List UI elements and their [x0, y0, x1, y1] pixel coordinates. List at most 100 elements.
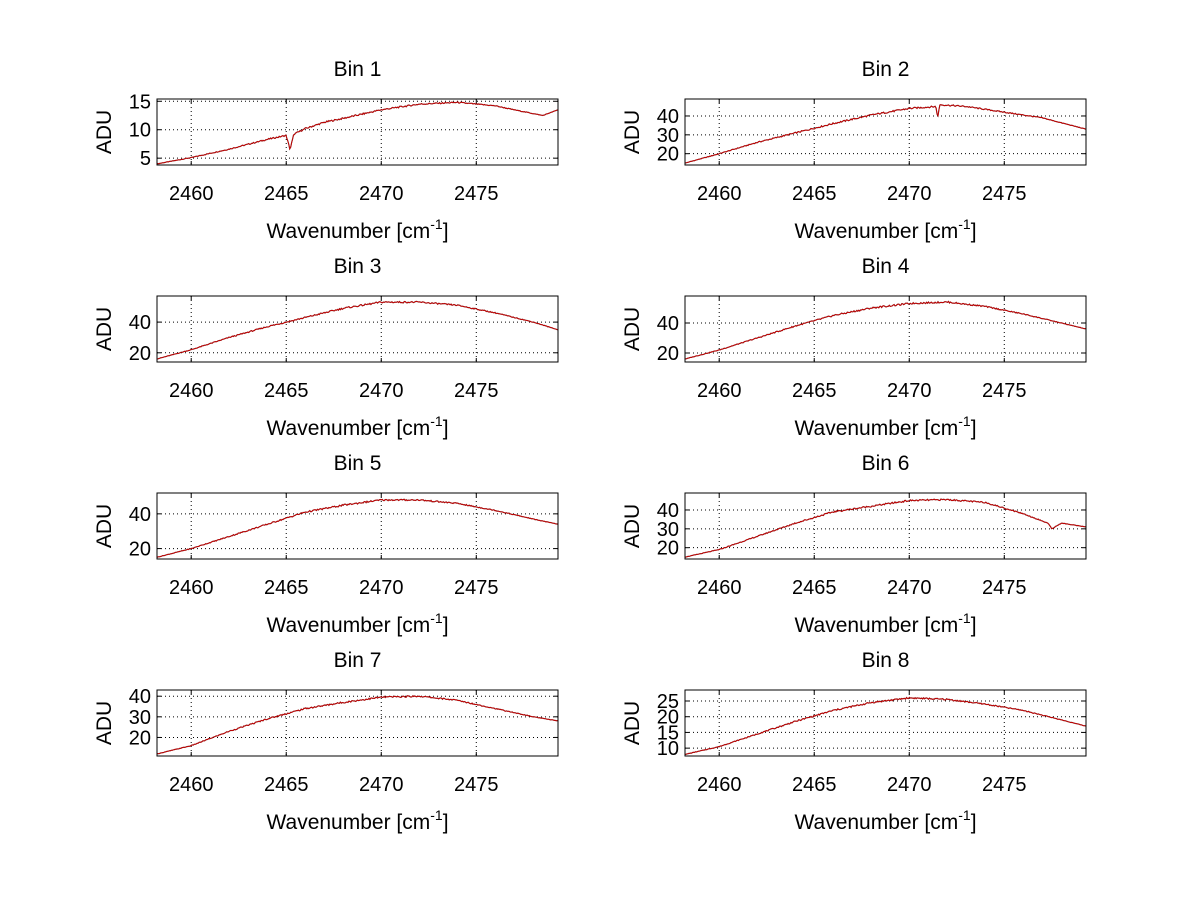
y-tick-label: 40 [129, 686, 151, 708]
y-tick-label: 15 [129, 91, 151, 113]
subplot-title: Bin 8 [862, 649, 910, 672]
x-tick-label: 2475 [982, 577, 1027, 599]
y-tick-label: 40 [129, 504, 151, 526]
y-axis-label: ADU [93, 504, 116, 548]
y-tick-label: 20 [657, 538, 679, 560]
x-axis-label-close: ] [443, 811, 449, 834]
y-tick-label: 25 [657, 691, 679, 713]
x-tick-label: 2475 [982, 774, 1027, 796]
y-tick-label: 5 [140, 148, 151, 170]
x-axis-label-base: Wavenumber [cm [266, 417, 430, 440]
y-tick-label: 20 [129, 343, 151, 365]
series-line-shadow [684, 300, 1087, 360]
x-axis-label-sup: -1 [958, 610, 971, 626]
subplot-title: Bin 3 [334, 255, 382, 278]
axes-box [156, 689, 559, 757]
subplot-bin-3: Bin 3 2460 2465 2470 2475 20 40 Wavenumber [cm-… [93, 255, 559, 440]
x-tick-label: 2465 [792, 577, 837, 599]
axes-box [684, 492, 1087, 560]
series-line [684, 300, 1087, 360]
x-tick-label: 2470 [887, 380, 932, 402]
y-tick-label: 20 [657, 144, 679, 166]
x-axis-label-close: ] [971, 417, 977, 440]
x-tick-label: 2475 [454, 380, 499, 402]
x-tick-label: 2475 [982, 380, 1027, 402]
x-tick-label: 2460 [169, 183, 214, 205]
series-line-shadow [684, 696, 1087, 756]
x-tick-label: 2465 [792, 183, 837, 205]
x-axis-label-close: ] [971, 220, 977, 243]
x-axis-label-sup: -1 [958, 413, 971, 429]
y-tick-label: 10 [657, 738, 679, 760]
y-tick-label: 40 [657, 313, 679, 335]
x-axis-label-sup: -1 [430, 610, 443, 626]
x-axis-label: Wavenumber [cm-1] [266, 216, 448, 243]
x-axis-label-base: Wavenumber [cm [266, 220, 430, 243]
y-axis-label: ADU [621, 110, 644, 154]
x-tick-label: 2465 [264, 577, 309, 599]
x-tick-label: 2470 [887, 774, 932, 796]
y-axis-label: ADU [621, 307, 644, 351]
x-tick-label: 2460 [169, 380, 214, 402]
x-tick-label: 2460 [169, 577, 214, 599]
series-line [684, 104, 1087, 164]
y-axis-label: ADU [621, 504, 644, 548]
subplot-bin-4: Bin 4 2460 2465 2470 2475 20 40 Wavenumber [cm-… [621, 255, 1087, 440]
x-axis-label-close: ] [971, 811, 977, 834]
subplot-title: Bin 6 [862, 452, 910, 475]
x-axis-label-base: Wavenumber [cm [794, 614, 958, 637]
x-tick-label: 2475 [454, 183, 499, 205]
axes-box [156, 295, 559, 363]
subplot-bin-5: Bin 5 2460 2465 2470 2475 20 40 Wavenumber [cm-… [93, 452, 559, 637]
series-line [684, 696, 1087, 755]
subplot-title: Bin 5 [334, 452, 382, 475]
x-tick-label: 2465 [264, 380, 309, 402]
y-axis-label: ADU [93, 307, 116, 351]
x-axis-label-close: ] [443, 614, 449, 637]
x-axis-label: Wavenumber [cm-1] [794, 807, 976, 834]
x-tick-label: 2470 [359, 183, 404, 205]
y-axis-label: ADU [93, 701, 116, 745]
subplot-title: Bin 2 [862, 58, 910, 81]
x-axis-label-base: Wavenumber [cm [794, 220, 958, 243]
x-tick-label: 2470 [359, 380, 404, 402]
axes-box [156, 492, 559, 560]
x-tick-label: 2475 [454, 774, 499, 796]
axes-box [684, 98, 1087, 166]
x-axis-label: Wavenumber [cm-1] [794, 610, 976, 637]
y-tick-label: 30 [657, 519, 679, 541]
y-tick-label: 20 [657, 343, 679, 365]
series-line-shadow [684, 498, 1087, 558]
x-axis-label-base: Wavenumber [cm [794, 417, 958, 440]
series-line-shadow [156, 101, 559, 165]
y-tick-label: 40 [129, 312, 151, 334]
subplot-title: Bin 7 [334, 649, 382, 672]
x-axis-label: Wavenumber [cm-1] [266, 413, 448, 440]
y-tick-label: 40 [657, 106, 679, 128]
x-axis-label-close: ] [971, 614, 977, 637]
y-tick-label: 20 [657, 707, 679, 729]
x-tick-label: 2475 [454, 577, 499, 599]
x-axis-label-base: Wavenumber [cm [266, 614, 430, 637]
y-tick-label: 20 [129, 539, 151, 561]
x-tick-label: 2465 [264, 774, 309, 796]
x-axis-label-base: Wavenumber [cm [794, 811, 958, 834]
series-line-shadow [156, 300, 559, 360]
x-axis-label-close: ] [443, 220, 449, 243]
y-tick-label: 20 [129, 727, 151, 749]
x-axis-label-sup: -1 [958, 807, 971, 823]
x-axis-label-sup: -1 [430, 216, 443, 232]
x-tick-label: 2475 [982, 183, 1027, 205]
x-tick-label: 2470 [887, 577, 932, 599]
y-axis-label: ADU [93, 110, 116, 154]
x-tick-label: 2460 [697, 577, 742, 599]
y-tick-label: 30 [129, 707, 151, 729]
subplot-bin-1: Bin 1 2460 2465 2470 2475 5 10 15 Wavenumber [cm… [93, 58, 559, 243]
x-tick-label: 2460 [697, 380, 742, 402]
x-axis-label: Wavenumber [cm-1] [794, 413, 976, 440]
x-tick-label: 2465 [792, 380, 837, 402]
